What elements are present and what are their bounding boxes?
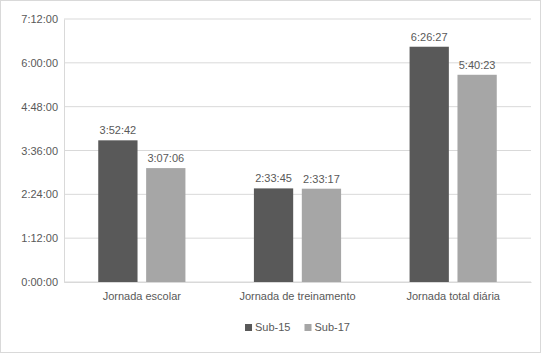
y-tick: 7:12:00 (21, 13, 64, 25)
data-labels: 3:52:42 2:33:45 6:26:27 3:07:06 2:33:17 5:40:… (100, 31, 496, 185)
y-tick: 1:12:00 (21, 232, 64, 244)
bar (457, 75, 496, 282)
y-axis-line (64, 20, 65, 283)
y-tick: 6:00:00 (21, 57, 64, 69)
y-tick-label: 6:00:00 (21, 57, 58, 69)
x-tick-label: Jornada de treinamento (239, 290, 355, 302)
plot: 0:00:00 1:12:00 2:24:00 3:36:00 4:48:00 6:00:… (21, 13, 531, 302)
x-tick: Jornada de treinamento (239, 282, 355, 302)
x-tick: Jornada total diária (406, 282, 500, 302)
legend-label: Sub-15 (255, 321, 290, 333)
y-axis: 0:00:00 1:12:00 2:24:00 3:36:00 4:48:00 6:00:… (21, 13, 64, 288)
grid (64, 19, 531, 282)
bar (302, 189, 341, 282)
x-tick: Jornada escolar (103, 282, 182, 302)
y-tick-label: 2:24:00 (21, 188, 58, 200)
bar-series (98, 47, 449, 282)
y-tick: 0:00:00 (21, 276, 64, 288)
y-tick: 4:48:00 (21, 101, 64, 113)
x-axis: Jornada escolar Jornada de treinamento Jor… (65, 282, 532, 302)
data-label: 3:07:06 (147, 152, 184, 164)
chart-frame (1, 1, 541, 353)
bar (254, 188, 293, 282)
y-tick-label: 7:12:00 (21, 13, 58, 25)
legend-label: Sub-17 (315, 321, 350, 333)
x-axis-line (65, 282, 532, 283)
bar (410, 47, 449, 282)
chart: 0:00:00 1:12:00 2:24:00 3:36:00 4:48:00 6:00:… (0, 0, 541, 353)
x-tick-label: Jornada escolar (103, 290, 182, 302)
legend-item: Sub-15 (245, 321, 290, 333)
bars (98, 47, 497, 282)
y-tick: 2:24:00 (21, 188, 64, 200)
bar (98, 140, 137, 282)
y-tick-label: 4:48:00 (21, 101, 58, 113)
data-label: 2:33:17 (303, 173, 340, 185)
legend-swatch (305, 324, 312, 331)
y-tick-label: 0:00:00 (21, 276, 58, 288)
legend-item: Sub-17 (305, 321, 350, 333)
bar-series (146, 75, 497, 282)
bar (146, 168, 185, 282)
x-tick-label: Jornada total diária (406, 290, 500, 302)
grid-line (64, 19, 531, 20)
y-tick-label: 3:36:00 (21, 145, 58, 157)
data-label: 5:40:23 (459, 59, 496, 71)
data-label: 2:33:45 (255, 172, 292, 184)
legend: Sub-15 Sub-17 (245, 321, 350, 333)
y-tick-label: 1:12:00 (21, 232, 58, 244)
data-label: 6:26:27 (411, 31, 448, 43)
legend-swatch (245, 324, 252, 331)
y-tick: 3:36:00 (21, 145, 64, 157)
data-label: 3:52:42 (100, 124, 137, 136)
